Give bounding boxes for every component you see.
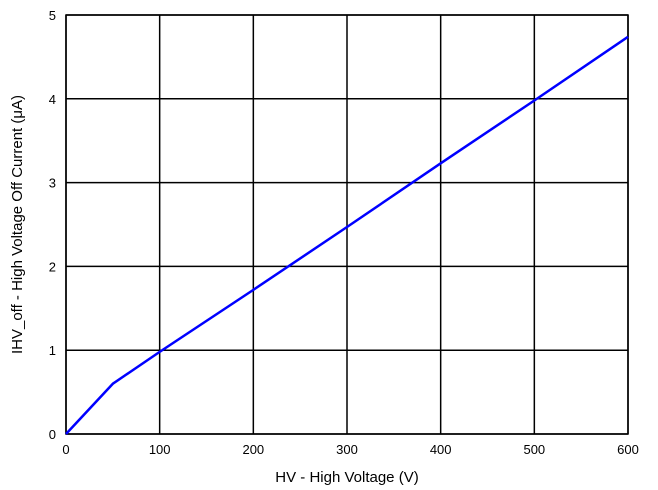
x-axis-label: HV - High Voltage (V) (275, 469, 418, 486)
grid-lines (65, 14, 629, 435)
plot-frame (65, 14, 629, 435)
x-tick-label: 600 (617, 442, 639, 457)
x-tick-label: 400 (430, 442, 452, 457)
y-axis-label: IHV_off - High Voltage Off Current (μA) (9, 95, 26, 354)
x-tick-label: 200 (242, 442, 264, 457)
y-tick-label: 1 (49, 343, 56, 358)
series-line (65, 35, 629, 435)
y-tick-label: 4 (49, 92, 56, 107)
x-tick-label: 300 (336, 442, 358, 457)
x-tick-label: 0 (62, 442, 69, 457)
y-tick-label: 3 (49, 176, 56, 191)
y-tick-label: 0 (49, 427, 56, 442)
y-tick-label: 2 (49, 259, 56, 274)
x-axis-ticks: 0 100 200 300 400 500 600 (62, 442, 638, 457)
x-tick-label: 500 (523, 442, 545, 457)
y-tick-label: 5 (49, 8, 56, 23)
y-axis-ticks: 0 1 2 3 4 5 (49, 8, 56, 442)
x-tick-label: 100 (149, 442, 171, 457)
series-layer (65, 35, 629, 435)
